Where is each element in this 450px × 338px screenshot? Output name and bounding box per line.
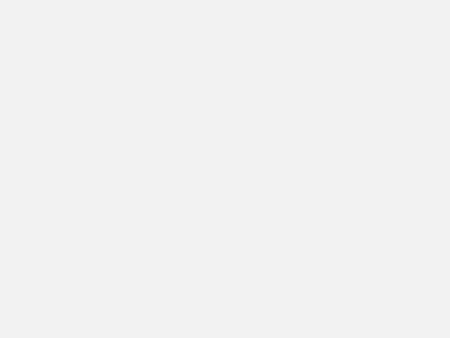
- Text: Storage Hierarchy: Storage Hierarchy: [65, 201, 186, 214]
- Text: 1: 1: [222, 321, 228, 331]
- Text: CSE Department MAIT: CSE Department MAIT: [324, 321, 432, 331]
- Text: Computer System Operation: Computer System Operation: [65, 107, 256, 120]
- Text: Sandeep Tayal: Sandeep Tayal: [18, 321, 89, 331]
- FancyBboxPatch shape: [29, 20, 425, 83]
- Text: I/O Structure: I/O Structure: [65, 138, 150, 151]
- Text: Hardware Protection: Hardware Protection: [65, 233, 202, 245]
- FancyBboxPatch shape: [18, 15, 414, 78]
- Text: Computer-System Structures: Computer-System Structures: [50, 37, 382, 56]
- Text: General System Architecture: General System Architecture: [65, 264, 258, 277]
- Text: Storage Structure: Storage Structure: [65, 170, 184, 183]
